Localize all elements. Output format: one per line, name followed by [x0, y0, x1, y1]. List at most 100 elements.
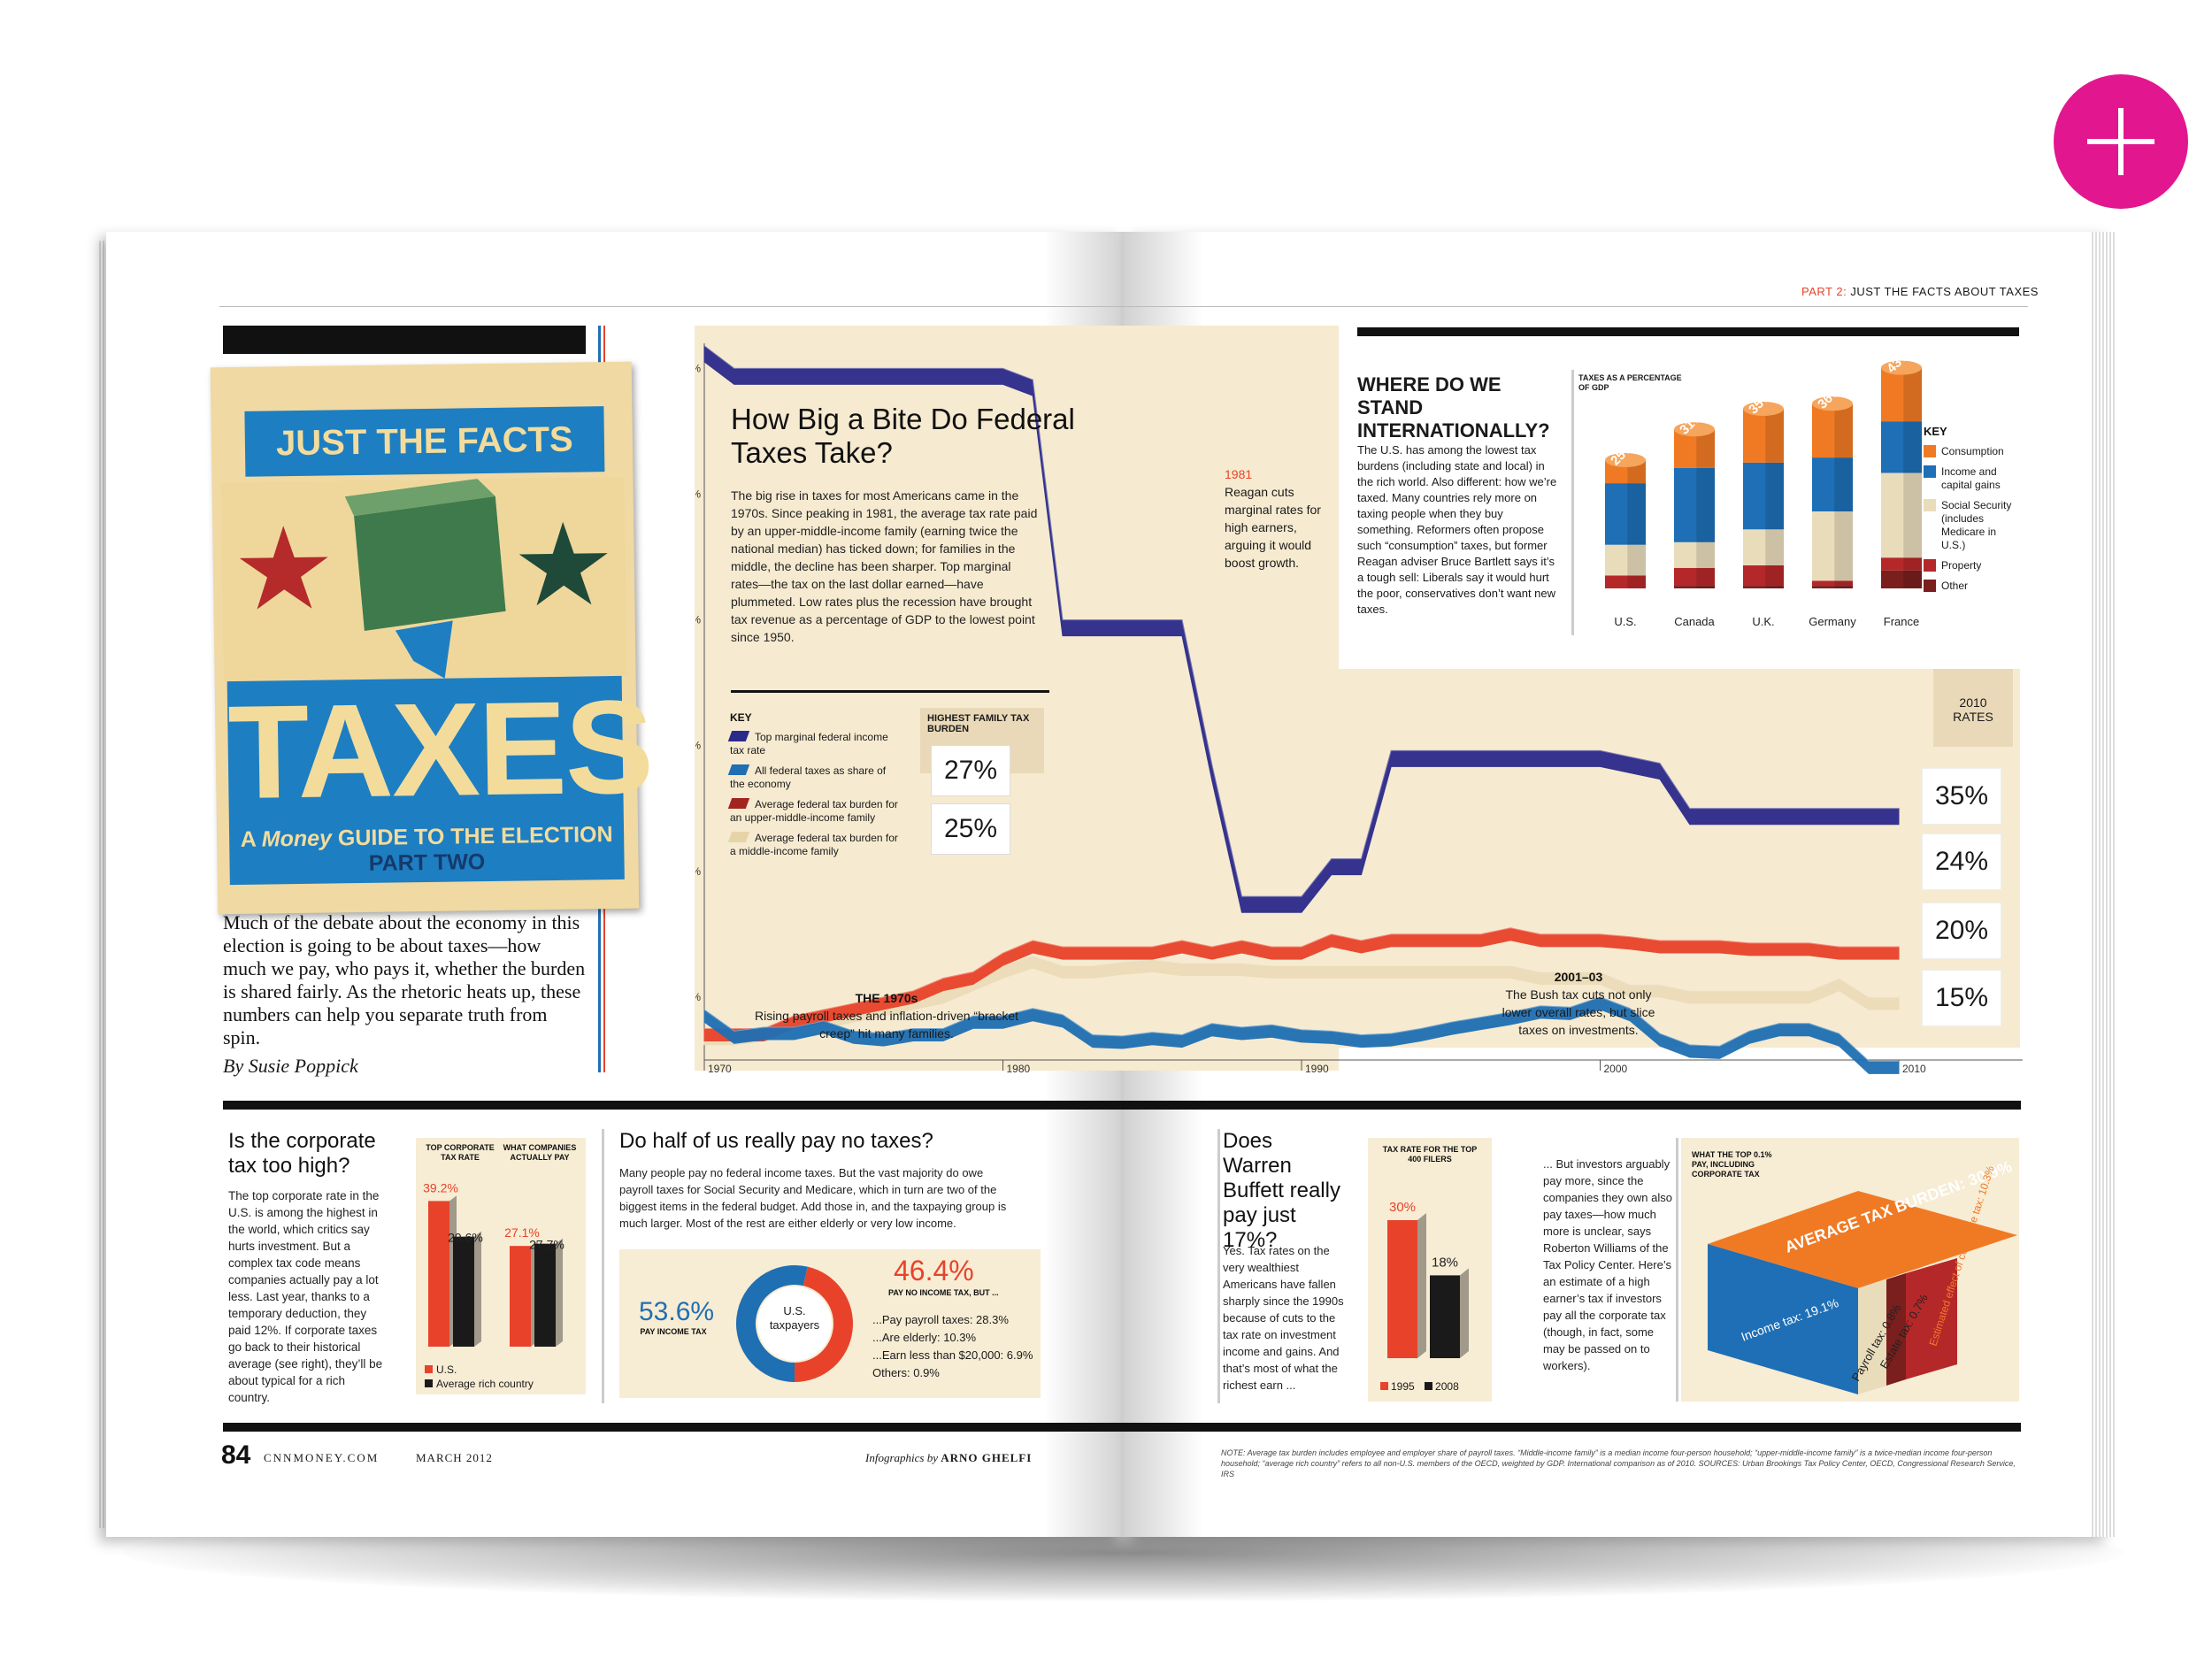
annotation-2001: 2001–03 The Bush tax cuts not only lower…: [1490, 968, 1667, 1039]
black-header-bar: [223, 326, 586, 354]
y-tick-label: 60%: [695, 488, 701, 501]
intl-divider: [1571, 370, 1574, 635]
intl-key-label: Other: [1941, 580, 1969, 592]
corp-bar: [534, 1243, 556, 1347]
x-tick-label: 1990: [1305, 1063, 1329, 1075]
intl-key-swatch: [1924, 499, 1936, 511]
intl-key-swatch: [1924, 445, 1936, 457]
half-nopay-label: PAY NO INCOME TAX, BUT ...: [888, 1288, 999, 1297]
corporate-col2: WHAT COMPANIES ACTUALLY PAY: [503, 1143, 577, 1162]
intl-key-item: Consumption: [1924, 445, 2012, 458]
stack-segment: [1881, 472, 1922, 558]
corporate-title: Is the corporate tax too high?: [228, 1129, 376, 1178]
block-corp-face: [1906, 1258, 1957, 1379]
swatch-red: [727, 798, 750, 809]
rate-20: 20%: [1922, 902, 2001, 959]
zoom-plus-button[interactable]: [2054, 74, 2188, 209]
swatch-navy: [727, 731, 750, 741]
main-chart-key: KEY Top marginal federal income tax rate…: [727, 699, 1040, 858]
series-highlight-1: [703, 345, 1899, 897]
y-tick-label: 20%: [695, 991, 701, 1003]
stack-segment: [1812, 403, 1853, 458]
money-logo: Money: [261, 826, 333, 852]
rates-2010-text: 2010 RATES: [1953, 695, 1993, 724]
stack-shade: [1834, 586, 1853, 588]
poster-illustration: [220, 476, 627, 682]
annotation-1970s-title: THE 1970s: [855, 991, 918, 1005]
top01-label: WHAT THE TOP 0.1% PAY, INCLUDING CORPORA…: [1692, 1150, 1772, 1179]
annotation-1970s-text: Rising payroll taxes and inflation-drive…: [754, 1009, 1019, 1041]
country-label: France: [1884, 615, 1919, 628]
annotation-2001-text: The Bush tax cuts not only lower overall…: [1502, 987, 1655, 1037]
half-breakdown: ...Pay payroll taxes: 28.3% ...Are elder…: [872, 1311, 1033, 1382]
swatch-cream: [727, 832, 750, 842]
stack-segment: [1881, 421, 1922, 473]
country-label: U.K.: [1752, 615, 1774, 628]
buffett-chart-label: TAX RATE FOR THE TOP 400 FILERS: [1382, 1145, 1478, 1164]
stack-top-cap: [1812, 396, 1853, 411]
main-chart-panel-right: [1339, 669, 2020, 1048]
stack-shade: [1696, 467, 1715, 542]
poster-sub-part: PART TWO: [368, 849, 486, 876]
buffett-value-label: 30%: [1389, 1200, 1416, 1215]
stack-shade: [1765, 409, 1784, 463]
section-header: PART 2: JUST THE FACTS ABOUT TAXES: [1801, 285, 2039, 298]
donut-slice-nopay: [795, 1266, 853, 1382]
rate-15: 15%: [1922, 970, 2001, 1026]
intl-key-items: Consumption Income and capital gains Socia…: [1924, 445, 2012, 593]
buffett-title: Does Warren Buffett really pay just 17%?: [1223, 1129, 1340, 1252]
highest-value-27: 27%: [931, 745, 1010, 796]
annotation-2001-title: 2001–03: [1554, 970, 1603, 984]
stack-segment: [1674, 467, 1715, 542]
section-prefix: PART 2:: [1801, 285, 1847, 298]
poster-banner: JUST THE FACTS ABOUT: [244, 406, 605, 527]
corp-value-label: 27.7%: [529, 1238, 565, 1252]
intl-key-label: Income and capital gains: [1941, 465, 2001, 491]
block-top: [1708, 1191, 2017, 1288]
x-tick-label: 2000: [1604, 1063, 1628, 1075]
y-tick-label: 50%: [695, 614, 701, 626]
corporate-col1: TOP CORPORATE TAX RATE: [426, 1143, 495, 1162]
intl-body: The U.S. has among the lowest tax burden…: [1357, 443, 1557, 616]
series-highlight-3: [704, 927, 1899, 1029]
half-nopay-pct: 46.4%: [894, 1255, 974, 1286]
half-title: Do half of us really pay no taxes?: [619, 1129, 933, 1153]
donut-slice-pay: [736, 1265, 808, 1382]
key-label: Average federal tax burden for a middle-…: [730, 832, 898, 857]
x-tick-label: 2010: [1902, 1063, 1926, 1075]
footer-note: NOTE: Average tax burden includes employ…: [1221, 1448, 2016, 1479]
key-label: All federal taxes as share of the econom…: [730, 764, 887, 790]
legend-swatch-black: [425, 1379, 433, 1387]
star-icon: [518, 521, 608, 606]
top-thin-rule: [219, 306, 2028, 307]
intro-text: Much of the debate about the economy in …: [223, 911, 586, 1048]
stack-segment: [1812, 457, 1853, 511]
corp-value-label: 39.2%: [423, 1180, 458, 1194]
x-tick-label: 1970: [708, 1063, 732, 1075]
legend-swatch-black: [1425, 1382, 1433, 1390]
stack-segment: [1881, 367, 1922, 422]
stack-shade: [1834, 457, 1853, 511]
annotation-1981: 1981 Reagan cuts marginal rates for high…: [1225, 465, 1331, 572]
intl-top-rule: [1357, 327, 2019, 336]
intl-key-label: Consumption: [1941, 445, 2004, 457]
intl-chart-label: TAXES AS A PERCENTAGE OF GDP: [1578, 373, 1682, 392]
breakdown-payroll: ...Pay payroll taxes: 28.3%: [872, 1313, 1009, 1326]
stack-segment: [1743, 565, 1784, 587]
top-divider: [1676, 1138, 1678, 1402]
corporate-legend: U.S. Average rich country: [425, 1363, 534, 1391]
series-ribbon-1: [703, 344, 1900, 913]
annotation-1970s: THE 1970s Rising payroll taxes and infla…: [754, 989, 1019, 1042]
x-tick-label: 1980: [1007, 1063, 1031, 1075]
corp-bar: [510, 1246, 531, 1347]
corp-value-label: 29.6%: [448, 1231, 483, 1245]
main-chart-title: How Big a Bite Do Federal Taxes Take?: [731, 403, 1075, 469]
star-icon: [239, 526, 328, 610]
corp-bar: [428, 1201, 449, 1347]
stack-shade: [1765, 529, 1784, 565]
poster-subtitle: A Money GUIDE TO THE ELECTION PART TWO: [229, 822, 625, 879]
block-estate-face: [1886, 1273, 1906, 1386]
stack-shade: [1834, 511, 1853, 581]
key-label: Average federal tax burden for an upper-…: [730, 798, 898, 824]
stack-shade: [1834, 403, 1853, 458]
